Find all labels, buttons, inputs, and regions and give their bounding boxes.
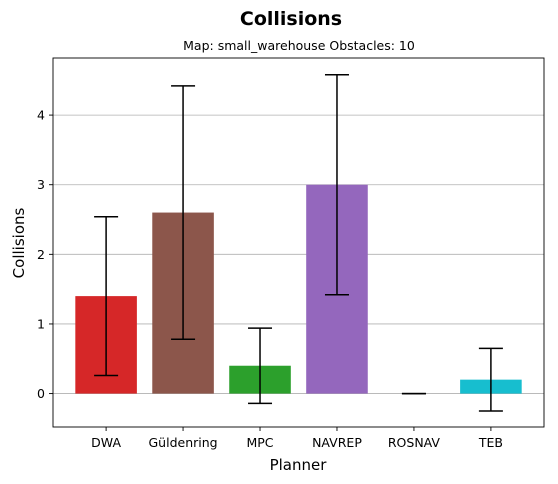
x-axis-ticks: DWA Güldenring MPC NAVREP ROSNAV TEB bbox=[91, 427, 503, 450]
chart-subtitle: Map: small_warehouse Obstacles: 10 bbox=[183, 38, 415, 53]
chart-title: Collisions bbox=[240, 8, 342, 30]
y-tick-label: 1 bbox=[37, 316, 45, 331]
y-tick-label: 0 bbox=[37, 386, 45, 401]
y-tick-label: 2 bbox=[37, 247, 45, 262]
plot-frame bbox=[52, 57, 545, 428]
error-bars bbox=[94, 73, 503, 412]
x-tick-label: TEB bbox=[478, 435, 503, 450]
x-axis-label: Planner bbox=[270, 456, 328, 474]
y-tick-label: 4 bbox=[37, 108, 45, 123]
x-tick-label: MPC bbox=[246, 435, 273, 450]
x-tick-label: DWA bbox=[91, 435, 121, 450]
y-axis-ticks: 0 1 2 3 4 bbox=[37, 108, 53, 401]
x-tick-label: ROSNAV bbox=[388, 435, 441, 450]
y-axis-label: Collisions bbox=[10, 208, 28, 279]
x-tick-label: NAVREP bbox=[312, 435, 362, 450]
x-tick-label: Güldenring bbox=[149, 435, 218, 450]
y-tick-label: 3 bbox=[37, 177, 45, 192]
